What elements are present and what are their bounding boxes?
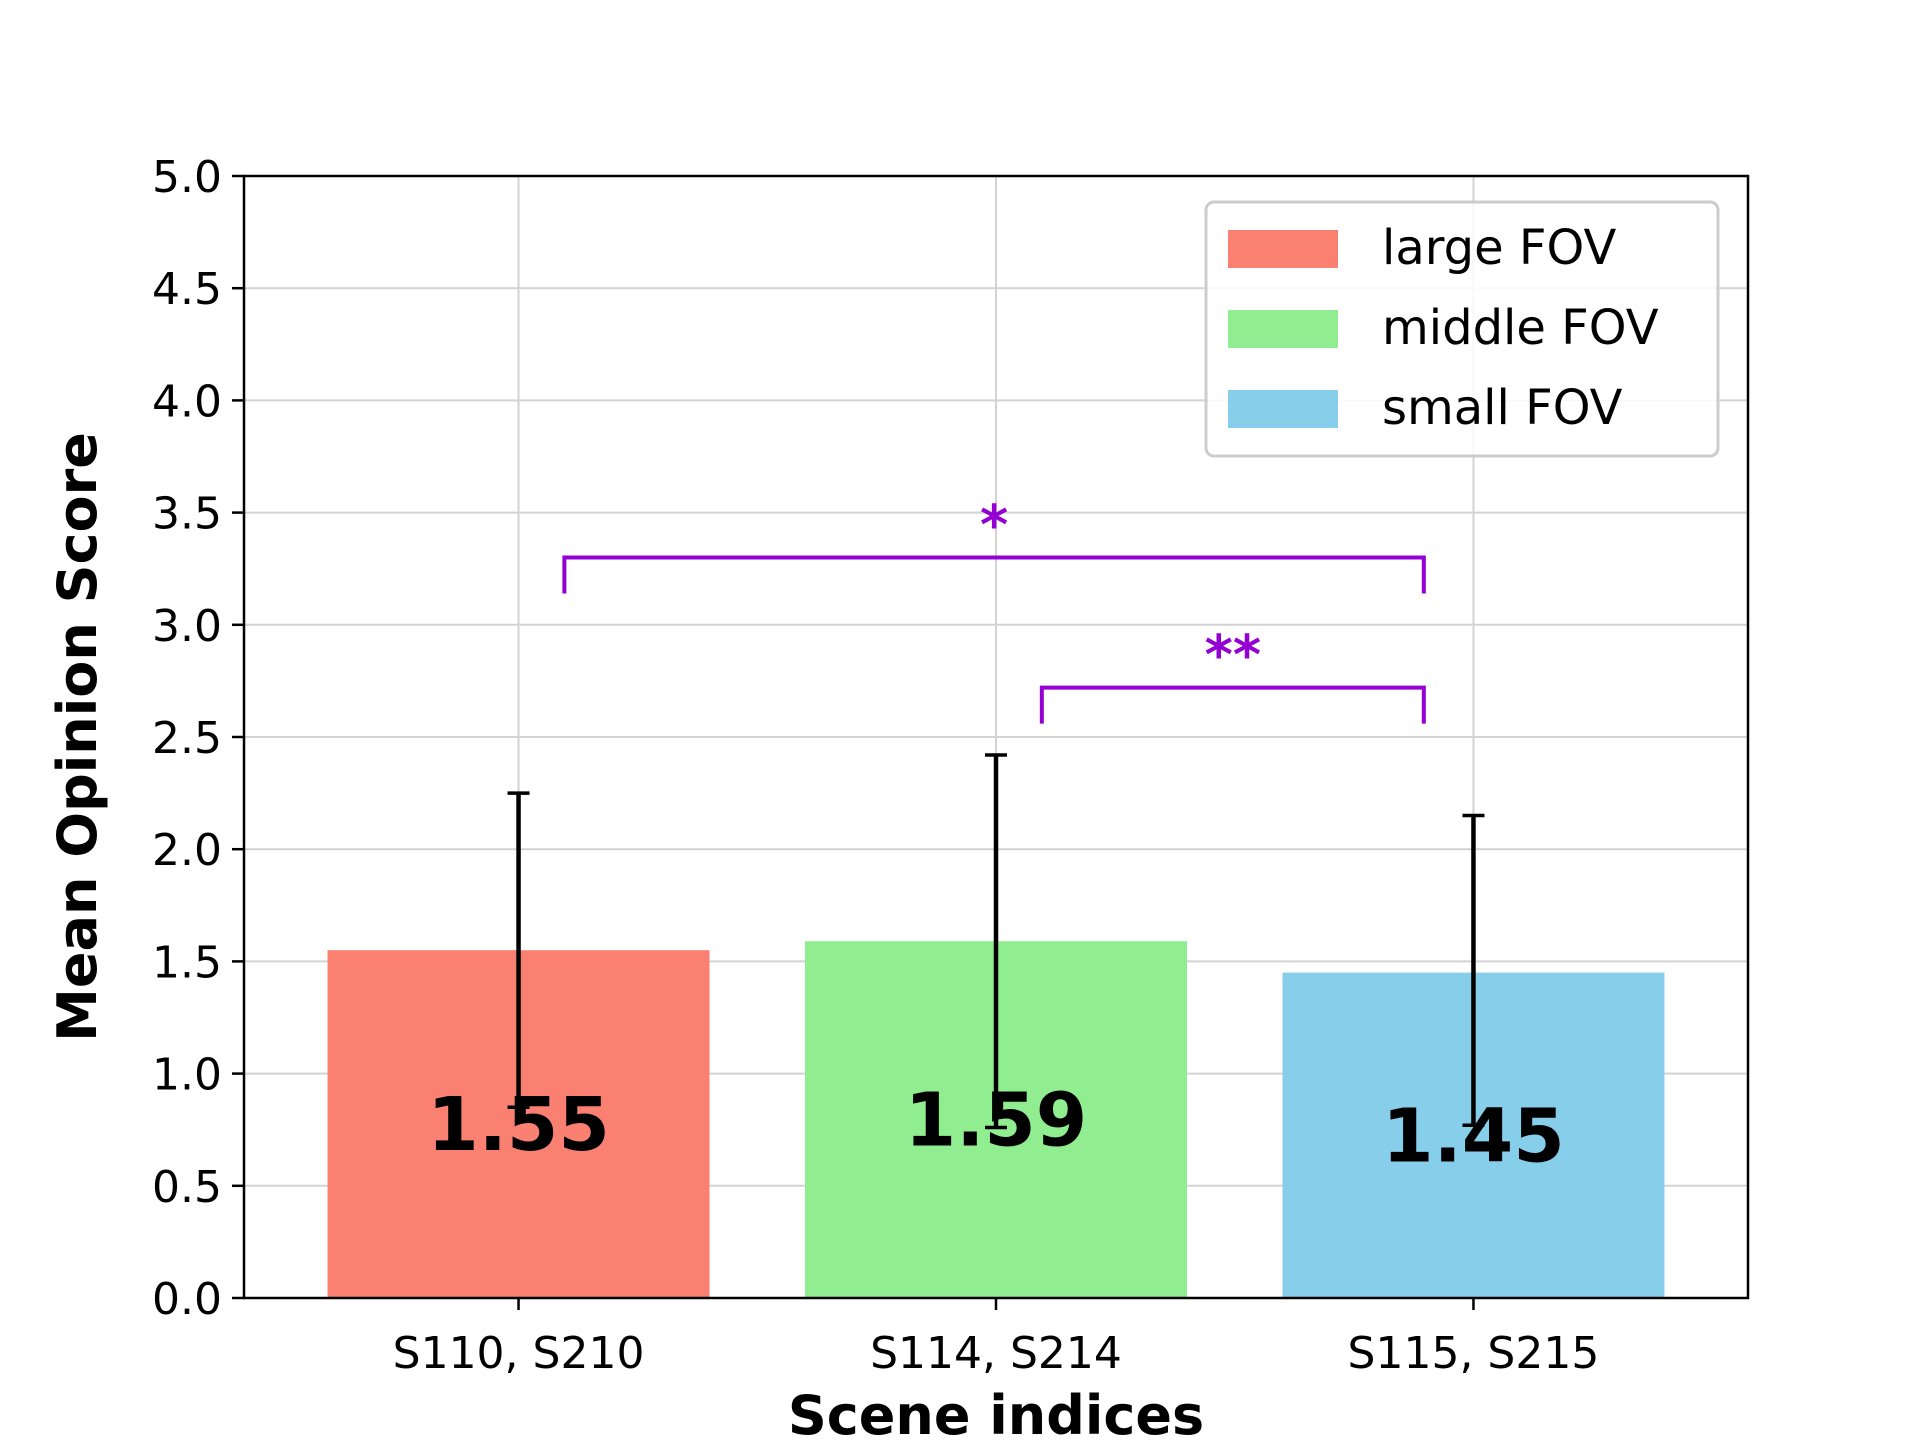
y-tick-label: 4.0 — [152, 376, 222, 427]
y-tick-label: 5.0 — [152, 152, 222, 203]
significance-brackets: *** — [562, 493, 1426, 724]
bar-value-label: 1.59 — [905, 1078, 1088, 1164]
x-tick-label: S114, S214 — [870, 1328, 1122, 1379]
legend-label: small FOV — [1382, 380, 1623, 436]
y-tick-label: 1.0 — [152, 1050, 222, 1101]
y-tick-label: 0.0 — [152, 1274, 222, 1325]
bar-value-label: 1.55 — [427, 1082, 610, 1168]
error-bars — [507, 753, 1485, 1130]
y-tick-label: 0.5 — [152, 1162, 222, 1213]
y-tick-label: 3.5 — [152, 489, 222, 540]
y-tick-label: 2.0 — [152, 825, 222, 876]
y-tick-label: 2.5 — [152, 713, 222, 764]
legend-swatch — [1228, 230, 1338, 268]
y-axis-title: Mean Opinion Score — [46, 432, 109, 1042]
bar-value-label: 1.45 — [1382, 1093, 1565, 1179]
significance-label: * — [980, 493, 1008, 556]
x-axis-title: Scene indices — [788, 1384, 1204, 1440]
axis-ticks: 0.0 0.5 1.0 1.5 2.0 2.5 3.0 3.5 4.0 4.5 5.0 S110, S… — [152, 152, 1599, 1379]
legend-swatch — [1228, 310, 1338, 348]
significance-bracket — [562, 555, 1426, 594]
x-tick-label: S110, S210 — [393, 1328, 645, 1379]
legend-label: middle FOV — [1382, 300, 1659, 356]
significance-label: ** — [1205, 624, 1261, 687]
y-tick-label: 3.0 — [152, 601, 222, 652]
x-tick-label: S115, S215 — [1348, 1328, 1600, 1379]
y-tick-label: 1.5 — [152, 937, 222, 988]
significance-bracket — [1039, 685, 1426, 724]
bar-labels: 1.55 1.59 1.45 — [427, 1078, 1565, 1180]
y-tick-label: 4.5 — [152, 264, 222, 315]
legend-label: large FOV — [1382, 220, 1616, 276]
legend: large FOV middle FOV small FOV — [1204, 200, 1720, 458]
legend-swatch — [1228, 390, 1338, 428]
